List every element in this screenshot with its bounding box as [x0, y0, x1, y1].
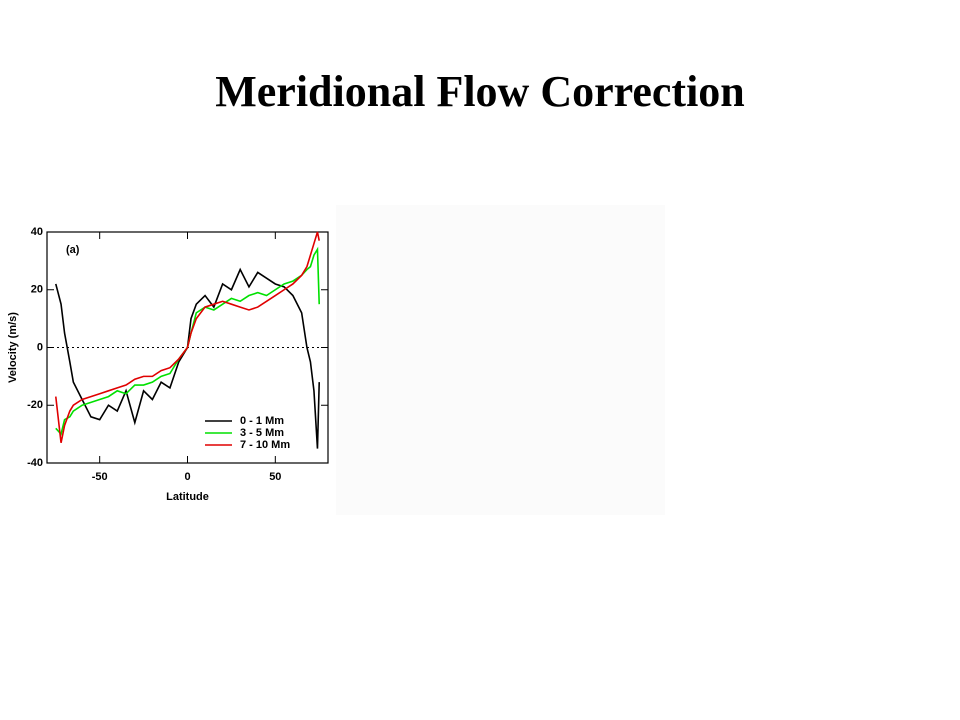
x-axis-label: Latitude — [166, 491, 209, 503]
slide-title: Meridional Flow Correction — [215, 67, 745, 116]
legend-label: 0 - 1 Mm — [240, 415, 284, 427]
legend-label: 3 - 5 Mm — [240, 427, 284, 439]
plot-panel — [0, 205, 336, 515]
x-tick-label: 50 — [269, 471, 281, 483]
series-line — [54, 231, 321, 443]
y-axis-label: Velocity (m/s) — [7, 312, 19, 383]
y-tick-label: 0 — [37, 341, 43, 353]
x-tick-label: -50 — [92, 471, 108, 483]
annotation: (a) — [66, 244, 80, 256]
chart: -40 -20 0 20 40 -50 0 50 Latitude Velocity (m/s) (… — [0, 205, 665, 515]
legend-label: 7 - 10 Mm — [240, 439, 290, 451]
x-tick-label: 0 — [184, 471, 190, 483]
y-tick-label: 20 — [31, 284, 43, 296]
y-tick-label: -20 — [27, 399, 43, 411]
y-tick-label: 40 — [31, 226, 43, 238]
series-line — [55, 267, 321, 449]
y-tick-label: -40 — [27, 457, 43, 469]
